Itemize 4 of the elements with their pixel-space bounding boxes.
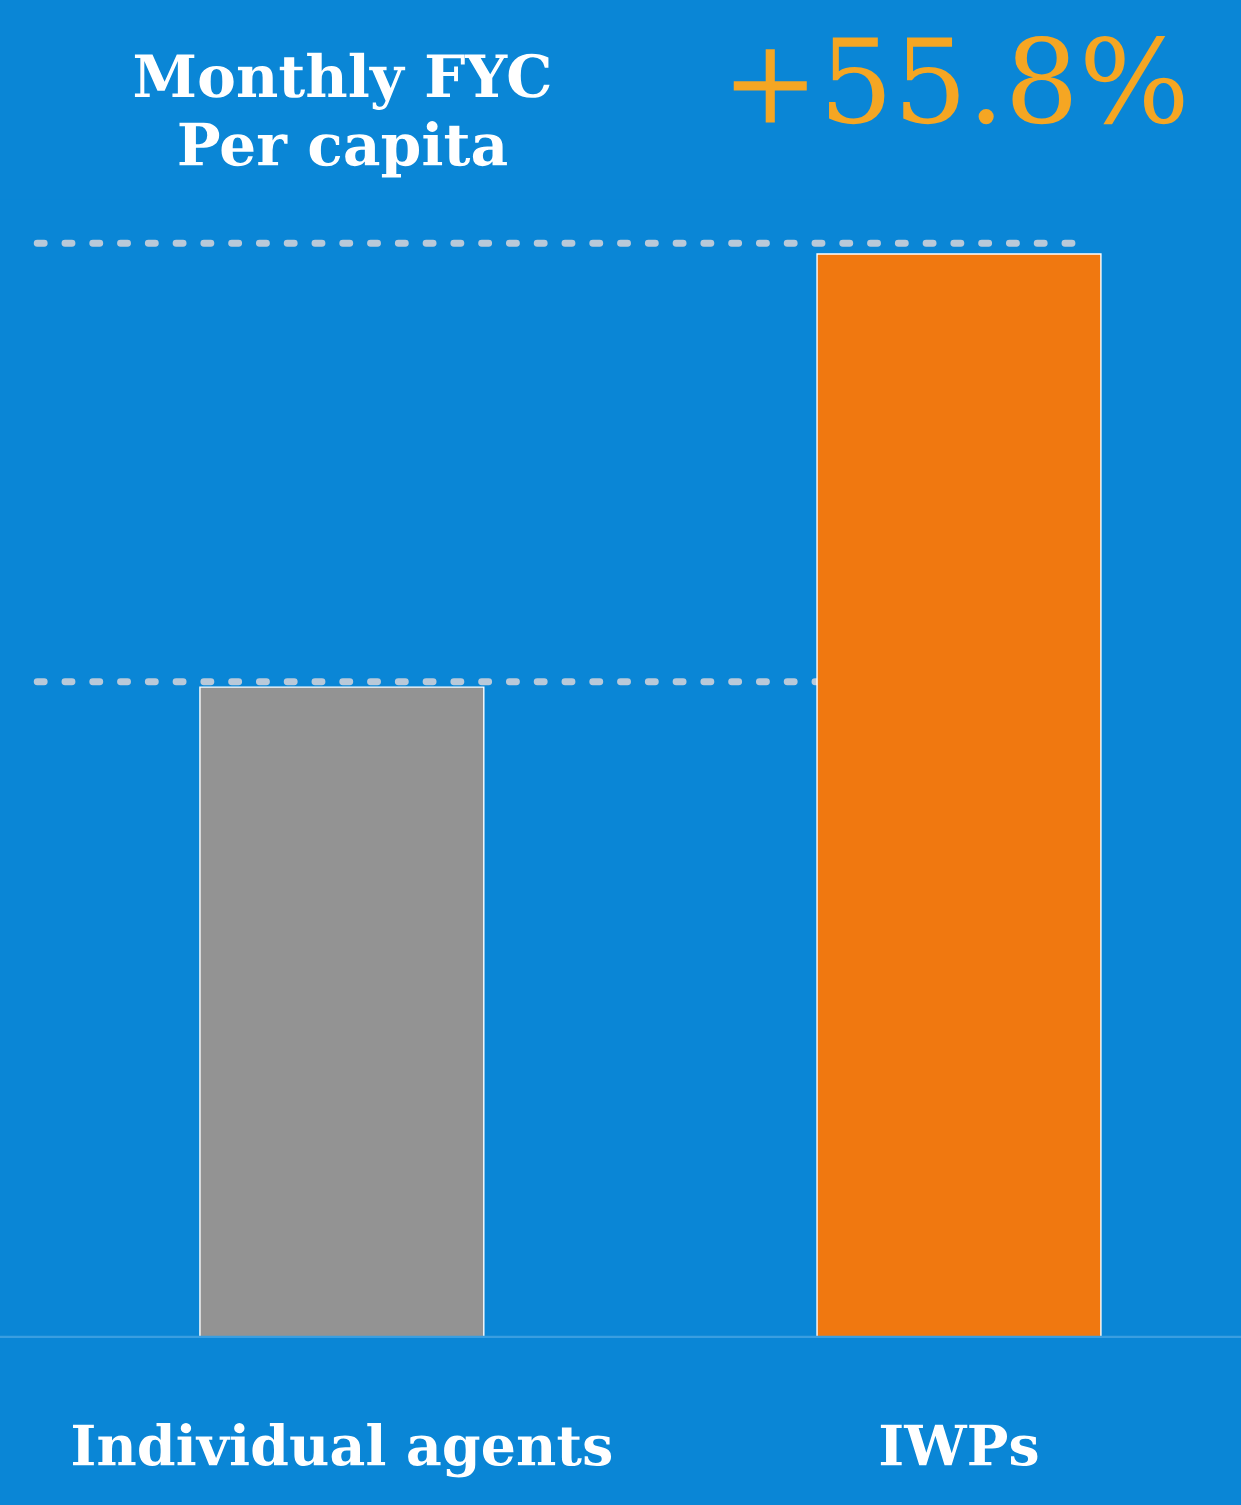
x-tick-label: IWPs: [880, 1424, 1038, 1467]
chart-title: Monthly FYC Per capita: [134, 52, 550, 178]
text: +55.8%: [733, 35, 1184, 125]
x-tick-label: Individual agents: [73, 1423, 612, 1478]
